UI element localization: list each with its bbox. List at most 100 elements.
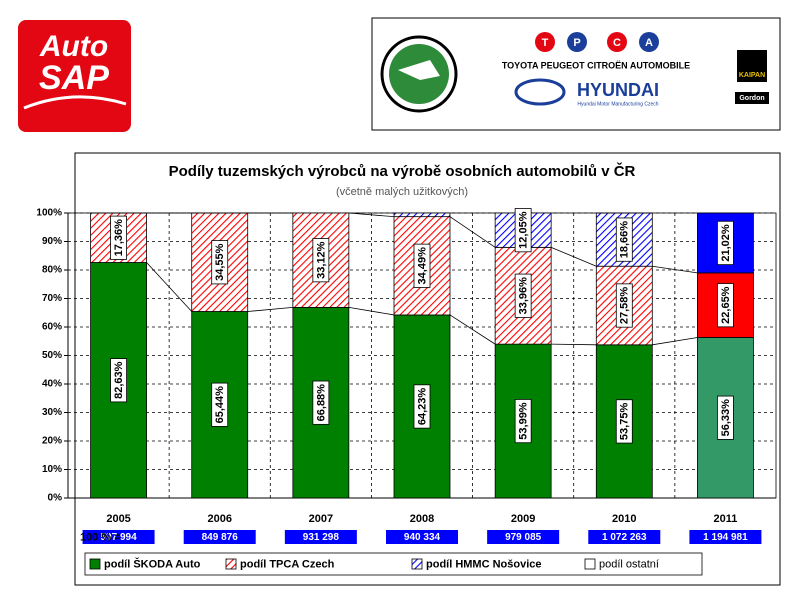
gordon-logo: [735, 92, 769, 104]
total-box: [183, 530, 256, 544]
data-label: 33,96%: [514, 273, 532, 318]
data-label: 65,44%: [211, 382, 229, 427]
data-label-box: [615, 283, 633, 328]
y-tick-label: 80%: [42, 265, 62, 276]
logo-swoosh: [23, 95, 127, 110]
total-box: [284, 530, 357, 544]
tpca-letter: C: [613, 37, 621, 49]
legend-swatch: [411, 558, 423, 570]
partner-box: T P C A TOYOTA PEUGEOT CITROËN AUTOMOBIL…: [371, 17, 781, 131]
data-label: 17,36%: [110, 215, 127, 260]
data-label: 82,63%: [110, 358, 127, 403]
legend-swatch: [89, 558, 101, 570]
legend-label: podíl HMMC Nošovice: [426, 558, 542, 570]
legend-box: [84, 552, 703, 576]
series-line: [348, 306, 395, 316]
data-label-text: 33,12%: [315, 241, 327, 279]
x-tick-label: 2005: [106, 513, 130, 525]
hyundai-sub: Hyundai Motor Manufacturing Czech: [577, 101, 658, 107]
data-label: 53,75%: [615, 399, 633, 444]
data-label: 64,23%: [413, 384, 431, 429]
total-label: 931 298: [303, 532, 340, 543]
autosap-logo: Auto SAP: [18, 20, 131, 132]
series-line: [146, 262, 193, 312]
data-label: 18,66%: [615, 217, 633, 262]
data-label: 66,88%: [312, 380, 330, 425]
data-label-text: 34,49%: [416, 247, 428, 285]
series-line: [449, 314, 496, 345]
x-tick-label: 2007: [309, 513, 333, 525]
legend-label: podíl TPCA Czech: [240, 558, 335, 570]
logo-text: SAP: [39, 59, 109, 97]
tpca-dot: [567, 32, 587, 52]
data-label-box: [110, 358, 127, 403]
legend-swatch: [584, 558, 596, 570]
data-label-box: [211, 240, 229, 285]
data-label-text: 21,02%: [720, 224, 732, 262]
series-line: [551, 343, 597, 346]
data-label-text: 56,33%: [720, 399, 732, 437]
series-line: [348, 212, 395, 218]
total-box: [689, 530, 762, 544]
y-tick-label: 70%: [42, 293, 62, 304]
tpca-name: TOYOTA PEUGEOT CITROËN AUTOMOBILE: [502, 60, 690, 70]
data-label-text: 64,23%: [416, 388, 428, 426]
data-label-box: [413, 384, 431, 429]
legend-label: podíl ŠKODA Auto: [104, 557, 201, 570]
data-label-text: 82,63%: [113, 361, 125, 399]
data-label-text: 65,44%: [214, 386, 226, 424]
x-tick-label: 2006: [207, 513, 231, 525]
chart-title: Podíly tuzemských výrobců na výrobě osob…: [169, 162, 636, 180]
data-label: 21,02%: [717, 220, 734, 266]
logo-bg: [18, 20, 131, 132]
series-line: [652, 337, 698, 346]
data-label-box: [615, 217, 633, 262]
y-tick-label: 50%: [42, 350, 62, 361]
logo-text: Auto: [39, 30, 108, 63]
total-box: [487, 530, 560, 544]
data-label: 56,33%: [717, 395, 734, 440]
data-label-text: 53,99%: [518, 402, 530, 440]
series-line: [247, 306, 293, 312]
y-tick-label: 100%: [36, 208, 62, 219]
data-label-text: 22,65%: [720, 286, 732, 324]
total-label: 597 994: [100, 532, 137, 543]
y-tick-label: 60%: [42, 322, 62, 333]
tpca-dot: [535, 32, 555, 52]
data-label-text: 33,96%: [518, 277, 530, 315]
y-tick-label: 20%: [42, 436, 62, 447]
data-label-box: [615, 399, 633, 444]
data-label-box: [312, 380, 330, 425]
data-label-box: [312, 238, 330, 283]
data-label-box: [514, 399, 532, 444]
series-line: [550, 246, 597, 267]
data-label-text: 34,55%: [214, 243, 226, 281]
data-label: 22,65%: [717, 283, 734, 328]
data-label-box: [514, 208, 532, 253]
data-label-text: 66,88%: [315, 384, 327, 422]
tpca-dot: [639, 32, 659, 52]
data-label-box: [110, 215, 127, 260]
totals-label: 100 % =: [80, 531, 121, 543]
y-tick-label: 30%: [42, 407, 62, 418]
data-label-box: [717, 283, 734, 328]
total-box: [386, 530, 458, 544]
data-label-box: [717, 395, 734, 440]
x-tick-label: 2008: [410, 513, 434, 525]
bar-segment: [393, 212, 451, 218]
skoda-arrow: [398, 60, 440, 80]
kaipan-logo: [737, 50, 767, 82]
x-tick-label: 2011: [713, 513, 737, 525]
data-label: 27,58%: [615, 283, 633, 328]
legend-label: podíl ostatní: [599, 558, 659, 570]
data-label-text: 17,36%: [113, 219, 125, 257]
total-label: 940 334: [404, 532, 441, 543]
x-tick-label: 2009: [511, 513, 535, 525]
data-label-box: [717, 220, 734, 266]
total-label: 1 072 263: [602, 532, 647, 543]
tpca-letter: A: [645, 37, 653, 49]
data-label-text: 18,66%: [619, 221, 631, 259]
y-tick-label: 40%: [42, 379, 62, 390]
data-label-box: [514, 273, 532, 318]
